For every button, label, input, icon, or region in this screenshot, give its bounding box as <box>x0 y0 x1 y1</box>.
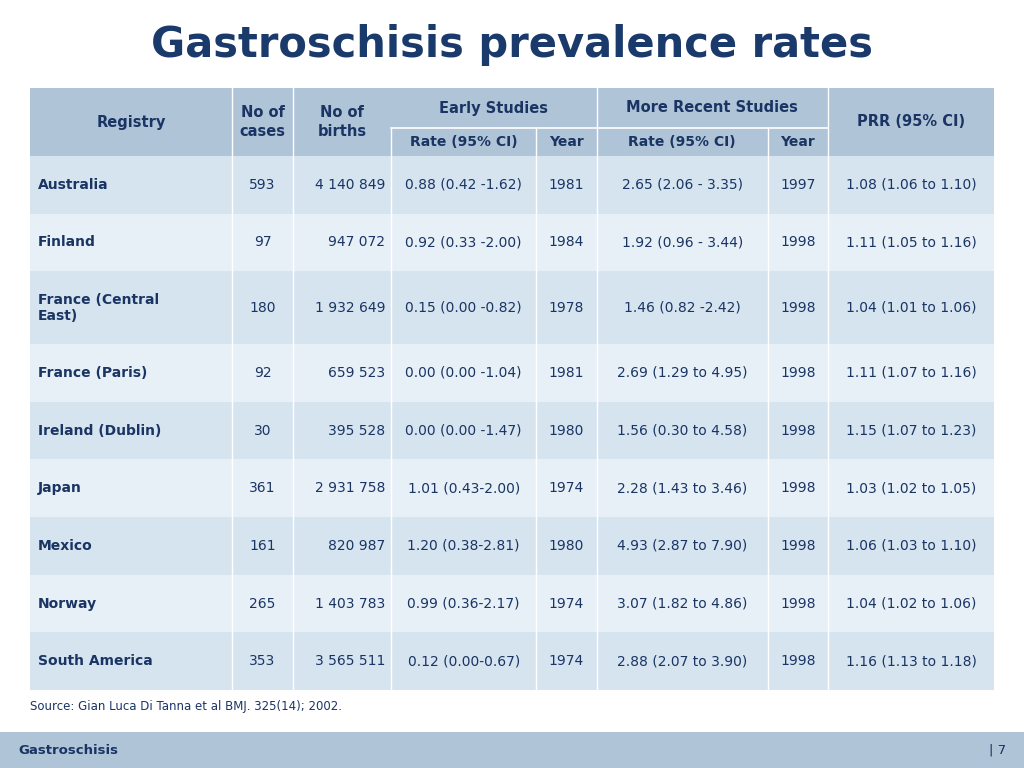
Text: | 7: | 7 <box>989 743 1006 756</box>
Text: 180: 180 <box>249 301 275 315</box>
Text: Norway: Norway <box>38 597 97 611</box>
Text: 1.15 (1.07 to 1.23): 1.15 (1.07 to 1.23) <box>846 423 976 438</box>
Text: 2.88 (2.07 to 3.90): 2.88 (2.07 to 3.90) <box>617 654 748 668</box>
Text: 1998: 1998 <box>780 597 816 611</box>
Text: 1.92 (0.96 - 3.44): 1.92 (0.96 - 3.44) <box>622 236 742 250</box>
Text: 161: 161 <box>249 539 275 553</box>
Text: 1974: 1974 <box>549 597 584 611</box>
Text: Mexico: Mexico <box>38 539 93 553</box>
Text: 1998: 1998 <box>780 236 816 250</box>
Text: 1.11 (1.07 to 1.16): 1.11 (1.07 to 1.16) <box>846 366 976 380</box>
Text: More Recent Studies: More Recent Studies <box>627 101 799 115</box>
Text: 1.06 (1.03 to 1.10): 1.06 (1.03 to 1.10) <box>846 539 976 553</box>
Text: 1 403 783: 1 403 783 <box>314 597 385 611</box>
Text: Japan: Japan <box>38 482 82 495</box>
Text: Rate (95% CI): Rate (95% CI) <box>410 135 517 149</box>
Text: 1998: 1998 <box>780 539 816 553</box>
Text: Year: Year <box>549 135 584 149</box>
Text: 1.11 (1.05 to 1.16): 1.11 (1.05 to 1.16) <box>846 236 976 250</box>
Text: 1974: 1974 <box>549 654 584 668</box>
Text: Gastroschisis: Gastroschisis <box>18 743 118 756</box>
Bar <box>30 402 994 459</box>
Text: 1980: 1980 <box>549 423 584 438</box>
Text: No of
cases: No of cases <box>240 105 286 139</box>
Text: 3 565 511: 3 565 511 <box>314 654 385 668</box>
Text: Ireland (Dublin): Ireland (Dublin) <box>38 423 162 438</box>
Text: France (Paris): France (Paris) <box>38 366 147 380</box>
Text: 0.99 (0.36-2.17): 0.99 (0.36-2.17) <box>408 597 520 611</box>
Text: 395 528: 395 528 <box>328 423 385 438</box>
Bar <box>30 88 994 156</box>
Text: Source: Gian Luca Di Tanna et al BMJ. 325(14); 2002.: Source: Gian Luca Di Tanna et al BMJ. 32… <box>30 700 342 713</box>
Text: 820 987: 820 987 <box>328 539 385 553</box>
Text: 97: 97 <box>254 236 271 250</box>
Text: 1998: 1998 <box>780 423 816 438</box>
Text: 2.69 (1.29 to 4.95): 2.69 (1.29 to 4.95) <box>616 366 748 380</box>
Text: 4.93 (2.87 to 7.90): 4.93 (2.87 to 7.90) <box>617 539 748 553</box>
Text: 0.88 (0.42 -1.62): 0.88 (0.42 -1.62) <box>406 178 522 192</box>
Text: 92: 92 <box>254 366 271 380</box>
Bar <box>30 574 994 632</box>
Text: 1998: 1998 <box>780 301 816 315</box>
Text: 1997: 1997 <box>780 178 815 192</box>
Text: 1.20 (0.38-2.81): 1.20 (0.38-2.81) <box>408 539 520 553</box>
Text: 659 523: 659 523 <box>328 366 385 380</box>
Text: 593: 593 <box>249 178 275 192</box>
Text: PRR (95% CI): PRR (95% CI) <box>857 114 965 130</box>
Text: 361: 361 <box>249 482 275 495</box>
Text: 947 072: 947 072 <box>328 236 385 250</box>
Text: 0.00 (0.00 -1.04): 0.00 (0.00 -1.04) <box>406 366 522 380</box>
Text: 4 140 849: 4 140 849 <box>314 178 385 192</box>
Text: Year: Year <box>780 135 815 149</box>
Text: No of
births: No of births <box>317 105 367 139</box>
Text: 1998: 1998 <box>780 654 816 668</box>
Text: 265: 265 <box>249 597 275 611</box>
Text: 1.04 (1.01 to 1.06): 1.04 (1.01 to 1.06) <box>846 301 976 315</box>
Bar <box>30 214 994 271</box>
Text: Gastroschisis prevalence rates: Gastroschisis prevalence rates <box>151 24 873 66</box>
Text: 1984: 1984 <box>549 236 584 250</box>
Text: 1974: 1974 <box>549 482 584 495</box>
Text: 1.03 (1.02 to 1.05): 1.03 (1.02 to 1.05) <box>846 482 976 495</box>
Text: 2.28 (1.43 to 3.46): 2.28 (1.43 to 3.46) <box>617 482 748 495</box>
Text: 2.65 (2.06 - 3.35): 2.65 (2.06 - 3.35) <box>622 178 742 192</box>
Text: 1981: 1981 <box>549 366 585 380</box>
Text: Finland: Finland <box>38 236 96 250</box>
Text: France (Central
East): France (Central East) <box>38 293 159 323</box>
Text: Registry: Registry <box>96 114 166 130</box>
Text: 0.92 (0.33 -2.00): 0.92 (0.33 -2.00) <box>406 236 522 250</box>
Text: 1.56 (0.30 to 4.58): 1.56 (0.30 to 4.58) <box>617 423 748 438</box>
Text: Australia: Australia <box>38 178 109 192</box>
Bar <box>30 344 994 402</box>
Text: 0.00 (0.00 -1.47): 0.00 (0.00 -1.47) <box>406 423 522 438</box>
Text: 1.08 (1.06 to 1.10): 1.08 (1.06 to 1.10) <box>846 178 976 192</box>
Text: 1978: 1978 <box>549 301 584 315</box>
Bar <box>30 459 994 517</box>
Text: Rate (95% CI): Rate (95% CI) <box>629 135 736 149</box>
Text: 1980: 1980 <box>549 539 584 553</box>
Bar <box>30 156 994 214</box>
Text: 30: 30 <box>254 423 271 438</box>
Text: 1.46 (0.82 -2.42): 1.46 (0.82 -2.42) <box>624 301 740 315</box>
Text: 1.16 (1.13 to 1.18): 1.16 (1.13 to 1.18) <box>846 654 977 668</box>
Text: 1998: 1998 <box>780 366 816 380</box>
Text: 0.15 (0.00 -0.82): 0.15 (0.00 -0.82) <box>406 301 522 315</box>
Text: 1998: 1998 <box>780 482 816 495</box>
Text: 1.04 (1.02 to 1.06): 1.04 (1.02 to 1.06) <box>846 597 976 611</box>
Text: South America: South America <box>38 654 153 668</box>
Bar <box>30 517 994 574</box>
Text: Early Studies: Early Studies <box>439 101 548 115</box>
Text: 1981: 1981 <box>549 178 585 192</box>
Text: 1 932 649: 1 932 649 <box>314 301 385 315</box>
Bar <box>0 732 1024 768</box>
Text: 3.07 (1.82 to 4.86): 3.07 (1.82 to 4.86) <box>617 597 748 611</box>
Text: 1.01 (0.43-2.00): 1.01 (0.43-2.00) <box>408 482 520 495</box>
Bar <box>30 271 994 344</box>
Text: 0.12 (0.00-0.67): 0.12 (0.00-0.67) <box>408 654 520 668</box>
Text: 2 931 758: 2 931 758 <box>314 482 385 495</box>
Text: 353: 353 <box>249 654 275 668</box>
Bar <box>30 632 994 690</box>
